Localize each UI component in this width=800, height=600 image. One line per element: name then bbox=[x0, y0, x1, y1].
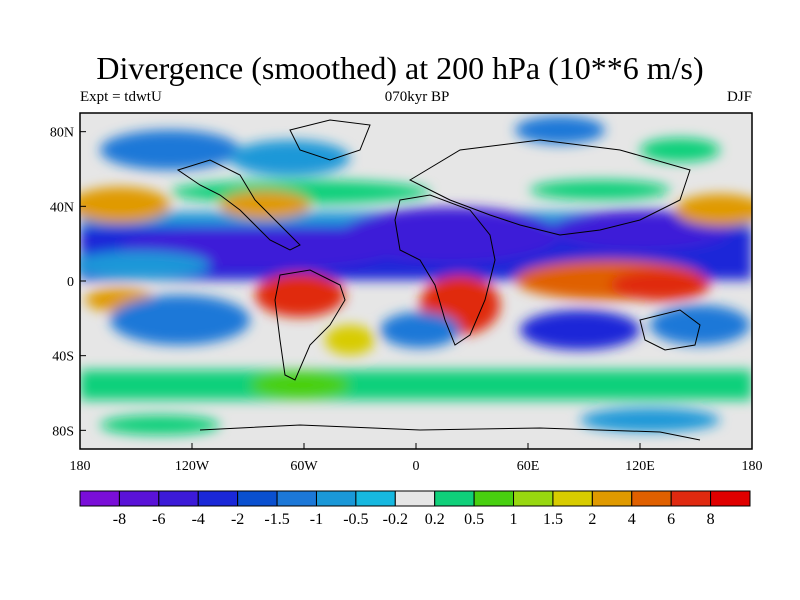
colorbar-boxes bbox=[79, 490, 751, 507]
colorbar-label: -6 bbox=[152, 511, 165, 528]
y-axis: 80N 40N 0 40S 80S bbox=[50, 126, 86, 439]
chart-title: Divergence (smoothed) at 200 hPa (10**6 … bbox=[96, 50, 704, 86]
colorbar-box bbox=[394, 490, 436, 507]
x-tick-label: 120W bbox=[175, 459, 210, 474]
colorbar-box bbox=[552, 490, 593, 507]
colorbar-box bbox=[513, 490, 554, 507]
y-tick-label: 0 bbox=[67, 275, 74, 290]
colorbar-box bbox=[631, 490, 672, 507]
x-tick-label: 120E bbox=[625, 459, 655, 474]
x-tick-label: 60W bbox=[290, 459, 318, 474]
colorbar-box bbox=[355, 490, 396, 507]
colorbar-label: -4 bbox=[192, 511, 205, 528]
y-tick-label: 80N bbox=[50, 126, 74, 141]
colorbar-label: 0.2 bbox=[425, 511, 445, 528]
colorbar-box bbox=[591, 490, 633, 507]
colorbar-label: 2 bbox=[588, 511, 596, 528]
colorbar-label: 1.5 bbox=[543, 511, 563, 528]
colorbar-label: 8 bbox=[707, 511, 715, 528]
y-tick-label: 80S bbox=[52, 424, 74, 439]
season-label: DJF bbox=[726, 89, 752, 105]
colorbar-box bbox=[315, 490, 357, 507]
colorbar-box bbox=[434, 490, 475, 507]
colorbar-label: 6 bbox=[667, 511, 675, 528]
x-axis: 180 120W 60W 0 60E 120E 180 bbox=[70, 443, 763, 474]
colorbar-label: -1.5 bbox=[264, 511, 289, 528]
colorbar-box bbox=[710, 490, 751, 507]
y-tick-label: 40S bbox=[52, 350, 74, 365]
colorbar-label: -0.2 bbox=[383, 511, 408, 528]
colorbar-box bbox=[670, 490, 712, 507]
colorbar-box bbox=[197, 490, 239, 507]
colorbar-label: -0.5 bbox=[343, 511, 368, 528]
period-label: 070kyr BP bbox=[384, 89, 450, 105]
colorbar-label: -8 bbox=[113, 511, 126, 528]
colorbar-box bbox=[158, 490, 199, 507]
x-tick-label: 0 bbox=[413, 459, 420, 474]
x-tick-label: 60E bbox=[517, 459, 540, 474]
colorbar-label: 0.5 bbox=[464, 511, 484, 528]
experiment-label: Expt = tdwtU bbox=[80, 89, 162, 105]
x-tick-label: 180 bbox=[742, 459, 763, 474]
x-tick-label: 180 bbox=[70, 459, 91, 474]
colorbar-labels: -8 -6 -4 -2 -1.5 -1 -0.5 -0.2 0.2 0.5 1 1.5 2 4 6 8 bbox=[113, 511, 715, 528]
colorbar-box bbox=[237, 490, 278, 507]
colorbar-box bbox=[79, 490, 120, 507]
colorbar-label: -2 bbox=[231, 511, 244, 528]
colorbar-box bbox=[473, 490, 515, 507]
colorbar-label: 4 bbox=[628, 511, 636, 528]
coastlines bbox=[176, 119, 701, 441]
map-field bbox=[80, 113, 752, 449]
y-tick-label: 40N bbox=[50, 200, 74, 215]
colorbar-box bbox=[118, 490, 160, 507]
colorbar-label: -1 bbox=[310, 511, 323, 528]
colorbar-label: 1 bbox=[510, 511, 518, 528]
colorbar-box bbox=[276, 490, 317, 507]
